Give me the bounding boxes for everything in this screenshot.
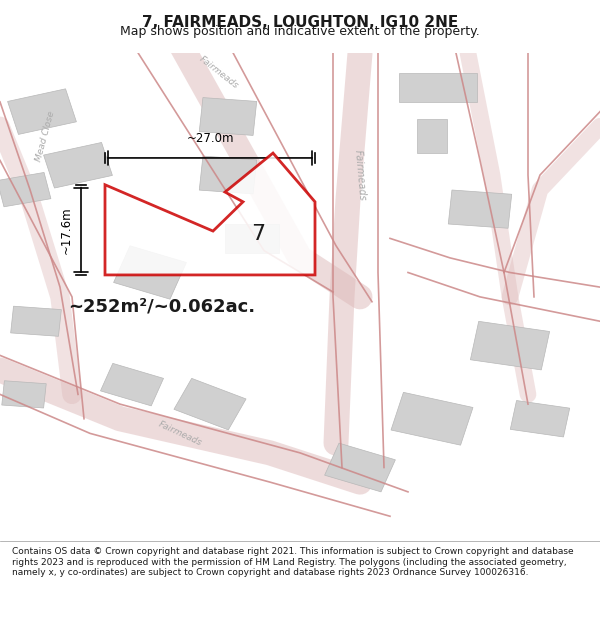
Polygon shape: [448, 190, 512, 228]
Polygon shape: [417, 119, 447, 153]
Polygon shape: [470, 321, 550, 370]
Text: 7: 7: [251, 224, 265, 244]
Polygon shape: [113, 246, 187, 299]
Polygon shape: [0, 173, 51, 207]
Text: Mead Close: Mead Close: [34, 110, 56, 162]
Text: ~27.0m: ~27.0m: [186, 132, 234, 145]
Text: Map shows position and indicative extent of the property.: Map shows position and indicative extent…: [120, 25, 480, 38]
Polygon shape: [510, 401, 570, 437]
Polygon shape: [8, 89, 76, 134]
Polygon shape: [44, 142, 112, 188]
Polygon shape: [199, 98, 257, 136]
Polygon shape: [225, 224, 279, 253]
Polygon shape: [174, 378, 246, 430]
Polygon shape: [2, 381, 46, 408]
Text: ~17.6m: ~17.6m: [59, 206, 73, 254]
Polygon shape: [399, 72, 477, 102]
Polygon shape: [199, 156, 257, 194]
Polygon shape: [100, 363, 164, 406]
Polygon shape: [11, 306, 61, 336]
Text: 7, FAIRMEADS, LOUGHTON, IG10 2NE: 7, FAIRMEADS, LOUGHTON, IG10 2NE: [142, 15, 458, 30]
Polygon shape: [105, 153, 315, 275]
Polygon shape: [325, 443, 395, 492]
Text: Fairmeads: Fairmeads: [353, 149, 367, 201]
Text: ~252m²/~0.062ac.: ~252m²/~0.062ac.: [68, 298, 256, 316]
Text: Fairmeads: Fairmeads: [157, 419, 203, 447]
Polygon shape: [391, 392, 473, 445]
Text: Fairmeads: Fairmeads: [197, 54, 241, 91]
Text: Contains OS data © Crown copyright and database right 2021. This information is : Contains OS data © Crown copyright and d…: [12, 548, 574, 577]
